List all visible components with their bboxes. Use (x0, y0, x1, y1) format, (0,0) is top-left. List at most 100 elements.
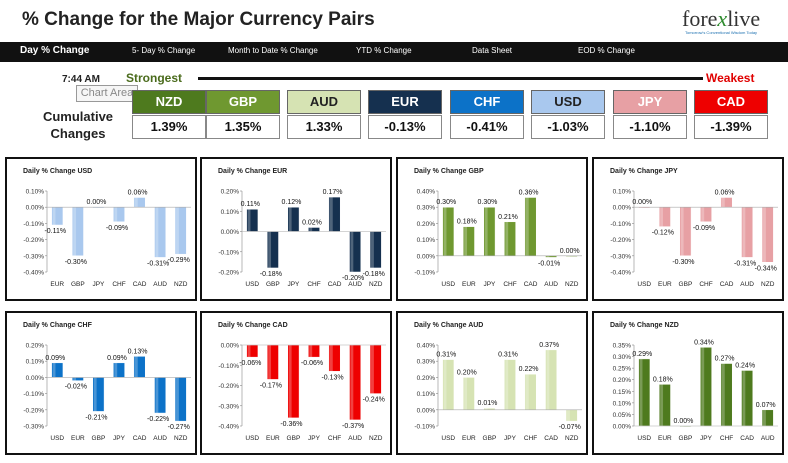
bar-highlight (176, 207, 179, 255)
logo-tagline: Tomorrow's Conventional Wisdom Today (685, 30, 758, 35)
timestamp: 7:44 AM (62, 74, 100, 85)
y-tick-label: -0.20% (610, 237, 631, 244)
tab-month-to-date[interactable]: Month to Date % Change (228, 46, 318, 55)
bar-highlight (73, 207, 77, 256)
currency-value-eur: -0.13% (368, 115, 442, 139)
x-tick-label: JPY (700, 435, 713, 442)
x-tick-label: GBP (71, 281, 85, 288)
data-label: -0.20% (342, 275, 364, 282)
chart-chf[interactable]: Daily % Change CHF 0.20% 0.10% 0.00% -0.10% -… (5, 311, 197, 455)
x-tick-label: AUD (153, 281, 167, 288)
data-label: -0.29% (168, 257, 190, 264)
data-label: 0.13% (128, 348, 148, 355)
bar-highlight (114, 362, 118, 378)
x-tick-label: CHF (720, 435, 733, 442)
data-label: 0.36% (519, 189, 539, 196)
x-tick-label: GBP (679, 281, 693, 288)
y-tick-label: -0.10% (414, 270, 435, 277)
bar-highlight (721, 197, 725, 208)
bar-highlight (268, 231, 272, 268)
data-label: 0.27% (715, 356, 735, 363)
chart-eur[interactable]: Daily % Change EUR 0.20% 0.10% 0.00% -0.10% -… (200, 157, 392, 301)
y-tick-label: -0.10% (23, 391, 44, 398)
data-label: 0.00% (673, 418, 693, 425)
x-tick-label: GBP (679, 435, 693, 442)
bar-highlight (268, 345, 272, 380)
y-tick-label: 0.00% (221, 229, 240, 236)
y-tick-label: -0.30% (23, 424, 44, 431)
weakest-label: Weakest (706, 71, 755, 85)
tab-data-sheet[interactable]: Data Sheet (472, 46, 513, 55)
data-label: 0.09% (107, 355, 127, 362)
chart-nzd[interactable]: Daily % Change NZD 0.35% 0.30% 0.25% 0.20% 0.… (592, 311, 784, 455)
data-label: 0.02% (302, 219, 322, 226)
x-tick-label: CHF (307, 281, 320, 288)
tab-eod-change[interactable]: EOD % Change (578, 46, 635, 55)
forexlive-logo[interactable]: forexlive Tomorrow's Conventional Wisdom… (682, 6, 778, 38)
y-tick-label: 0.10% (613, 400, 632, 407)
chart-jpy[interactable]: Daily % Change JPY 0.10% 0.00% -0.10% -0.20%… (592, 157, 784, 301)
y-tick-label: 0.15% (613, 389, 632, 396)
y-tick-label: -0.10% (414, 424, 435, 431)
y-tick-label: 0.20% (221, 189, 240, 196)
chart-title: Daily % Change JPY (610, 168, 678, 175)
tab-ytd-change[interactable]: YTD % Change (356, 46, 412, 55)
chart-aud[interactable]: Daily % Change AUD 0.40% 0.30% 0.20% 0.10% 0.… (396, 311, 588, 455)
bar-highlight (639, 358, 643, 426)
currency-box-usd: USD (531, 90, 605, 114)
bar-highlight (567, 255, 570, 257)
y-tick-label: 0.10% (26, 359, 45, 366)
x-tick-label: JPY (92, 281, 105, 288)
y-tick-label: 0.00% (613, 205, 632, 212)
chart-title: Daily % Change GBP (414, 168, 484, 175)
data-label: -0.27% (168, 424, 190, 431)
data-label: 0.09% (45, 355, 65, 362)
bar-highlight (763, 207, 766, 263)
x-tick-label: AUD (740, 281, 754, 288)
chart-gbp[interactable]: Daily % Change GBP 0.40% 0.30% 0.20% 0.10% 0.… (396, 157, 588, 301)
data-label: 0.29% (632, 351, 652, 358)
bar-highlight (288, 345, 292, 418)
chart-svg: Daily % Change EUR 0.20% 0.10% 0.00% -0.10% -… (218, 168, 386, 288)
data-label: 0.11% (241, 201, 260, 208)
y-tick-label: 0.30% (613, 354, 632, 361)
y-tick-label: 0.00% (26, 375, 45, 382)
data-label: 0.21% (498, 214, 518, 221)
tab-day-change[interactable]: Day % Change (20, 45, 90, 56)
y-tick-label: 0.20% (26, 343, 45, 350)
y-tick-label: 0.20% (417, 221, 436, 228)
chart-cad[interactable]: Daily % Change CAD 0.00% -0.10% -0.20% -0.30… (200, 311, 392, 455)
chart-usd[interactable]: Daily % Change USD 0.10% 0.00% -0.10% -0.20%… (5, 157, 197, 301)
currency-value-jpy: -1.10% (613, 115, 687, 139)
bar-highlight (546, 255, 550, 258)
data-label: 0.31% (436, 352, 456, 359)
strength-arrow-line (198, 77, 703, 80)
bar-highlight (701, 347, 705, 426)
y-tick-label: 0.10% (221, 209, 240, 216)
data-label: 0.31% (498, 352, 518, 359)
bar-highlight (371, 231, 374, 268)
tab-5day-change[interactable]: 5- Day % Change (132, 46, 196, 55)
currency-value-chf: -0.41% (450, 115, 524, 139)
chart-title: Daily % Change CAD (218, 322, 288, 329)
bar-highlight (288, 207, 292, 232)
data-label: -0.17% (260, 382, 282, 389)
x-tick-label: USD (637, 281, 651, 288)
y-tick-label: -0.20% (218, 270, 239, 277)
y-tick-label: 0.10% (417, 237, 436, 244)
currency-value-gbp: 1.35% (206, 115, 280, 139)
x-tick-label: USD (637, 435, 651, 442)
x-tick-label: AUD (761, 435, 775, 442)
y-tick-label: -0.40% (218, 424, 239, 431)
bar-highlight (443, 359, 447, 410)
y-tick-label: -0.10% (218, 249, 239, 256)
data-label: 0.24% (735, 362, 755, 369)
x-tick-label: NZD (369, 435, 383, 442)
bar-highlight (660, 207, 664, 227)
bar-highlight (464, 226, 468, 256)
data-label: -0.36% (280, 421, 302, 428)
data-label: 0.30% (477, 199, 497, 206)
currency-box-nzd: NZD (132, 90, 206, 114)
currency-box-gbp: GBP (206, 90, 280, 114)
y-tick-label: 0.00% (221, 343, 240, 350)
